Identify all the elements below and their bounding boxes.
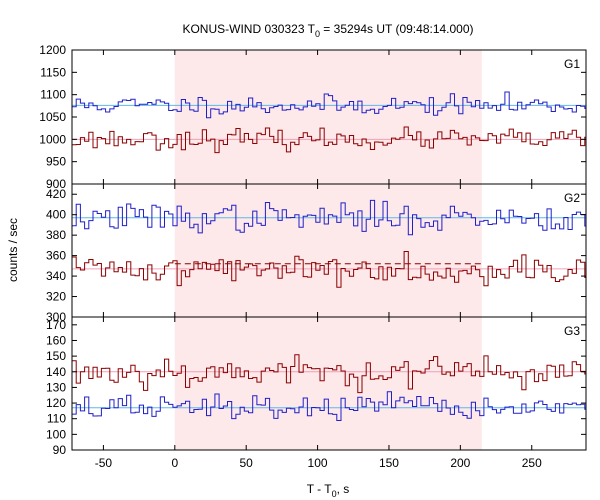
series-blue-histogram (72, 199, 586, 236)
title-subscript: 0 (315, 29, 320, 39)
y-tick-label: 170 (46, 318, 66, 332)
title-pre: KONUS-WIND 030323 T (182, 22, 315, 36)
x-tick-label: 150 (379, 456, 399, 470)
x-tick-label: 0 (171, 456, 178, 470)
y-tick-label: 300 (46, 310, 66, 324)
xlabel-post: , s (337, 482, 350, 496)
y-tick-label: 1200 (39, 43, 66, 57)
x-tick-label: 200 (450, 456, 470, 470)
y-tick-label: 340 (46, 269, 66, 283)
panel-label-g1: G1 (564, 57, 580, 71)
shaded-interval (174, 317, 482, 450)
y-tick-label: 380 (46, 228, 66, 242)
x-tick-label: 50 (240, 456, 254, 470)
chart-title: KONUS-WIND 030323 T0 = 35294s UT (09:48:… (182, 22, 473, 39)
x-tick-label: 100 (308, 456, 328, 470)
series-blue-histogram (72, 91, 586, 119)
y-tick-label: 110 (47, 412, 66, 426)
x-tick-label: 250 (522, 456, 542, 470)
y-tick-label: 1150 (40, 65, 66, 79)
y-tick-label: 150 (46, 349, 66, 363)
y-tick-label: 360 (46, 249, 66, 263)
xlabel-subscript: 0 (332, 489, 337, 499)
y-tick-label: 1050 (39, 110, 66, 124)
y-tick-label: 320 (46, 290, 66, 304)
y-tick-label: 90 (53, 443, 67, 457)
y-tick-label: 950 (46, 155, 66, 169)
panel-label-g3: G3 (564, 324, 580, 338)
panel-g1: 900 950 1000 1050 1100 1150 1200 G1 (39, 43, 587, 191)
panel-label-g2: G2 (564, 191, 580, 205)
y-tick-label: 1100 (40, 88, 66, 102)
panel-frame (71, 316, 587, 451)
shaded-interval (174, 50, 482, 184)
series-red-histogram (72, 354, 586, 394)
y-tick-label: 140 (46, 365, 66, 379)
y-tick-label: 100 (46, 427, 66, 441)
y-tick-label: 420 (46, 187, 66, 201)
series-red-histogram (72, 251, 586, 288)
shaded-interval (174, 184, 482, 317)
y-tick-label: 1000 (39, 132, 66, 146)
y-axis-label: counts / sec (6, 218, 20, 282)
y-tick-label: 130 (46, 380, 66, 394)
panels-layer: 90095010001050110011501200G1300320340360… (39, 43, 587, 470)
title-post: = 35294s UT (09:48:14.000) (320, 22, 474, 36)
series-red-histogram (72, 126, 586, 154)
x-axis-label: T - T0, s (307, 482, 350, 499)
y-tick-label: 120 (46, 396, 66, 410)
y-tick-label: 400 (46, 208, 66, 222)
x-tick-labels: -50 0 50 100 150 200 250 (95, 456, 542, 470)
xlabel-pre: T - T (307, 482, 333, 496)
series-blue-histogram (72, 391, 586, 421)
y-tick-label: 160 (46, 333, 66, 347)
panel-g2: 300 320 340 360 380 400 420 G2 (46, 183, 587, 324)
y-tick-label: 900 (46, 177, 66, 191)
x-tick-label: -50 (95, 456, 113, 470)
